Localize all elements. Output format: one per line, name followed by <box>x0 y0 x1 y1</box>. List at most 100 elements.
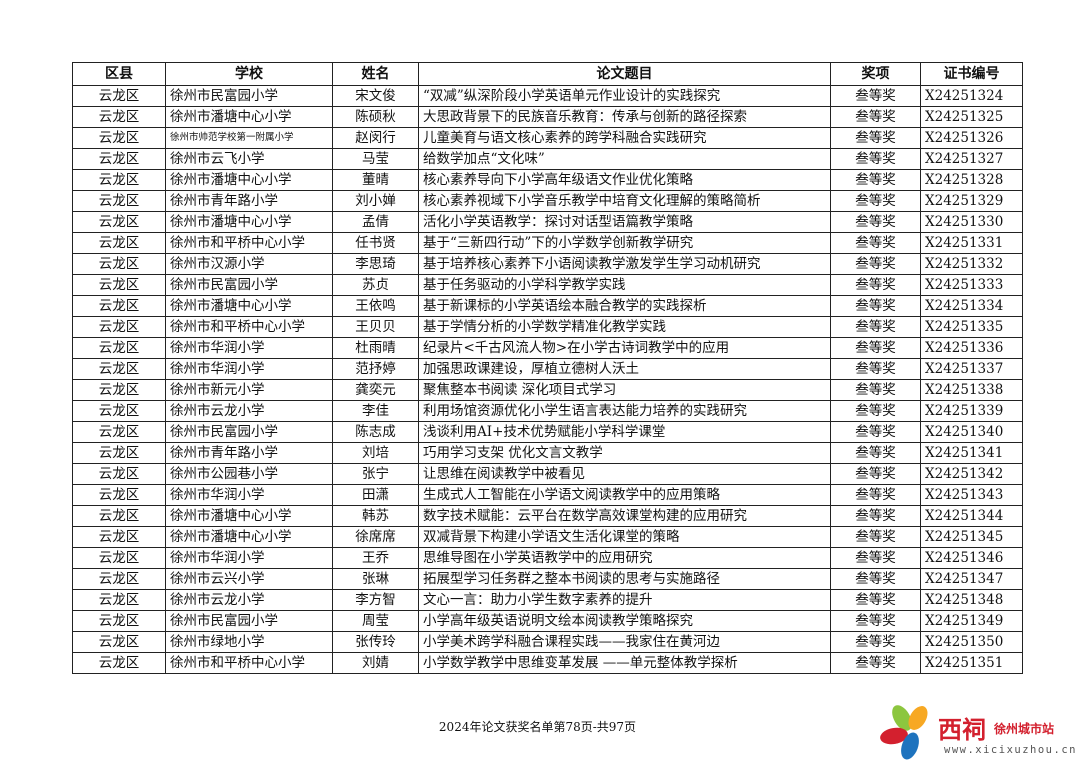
table-row: 云龙区 徐州市民富园小学 陈志成 浅谈利用AI+技术优势赋能小学科学课堂 叁等奖 X242… <box>72 421 1023 443</box>
table-header-row: 区县 学校 姓名 论文题目 奖项 证书编号 <box>72 62 1023 86</box>
table-row: 云龙区 徐州市华润小学 杜雨晴 纪录片<千古风流人物>在小学古诗词教学中的应用 叁等奖 X… <box>72 337 1023 359</box>
title-cell: 加强思政课建设，厚植立德树人沃土 <box>418 358 831 380</box>
name-cell: 孟倩 <box>332 211 419 233</box>
table-row: 云龙区 徐州市帅范学校第一附属小学 赵闵行 儿童美育与语文核心素养的跨学科融合实践研究… <box>72 127 1023 149</box>
district-cell: 云龙区 <box>72 190 166 212</box>
title-cell: 给数学加点“文化味” <box>418 148 831 170</box>
name-cell: 张传玲 <box>332 631 419 653</box>
title-cell: 活化小学英语教学：探讨对话型语篇教学策略 <box>418 211 831 233</box>
certificate-cell: X24251337 <box>920 358 1023 380</box>
certificate-cell: X24251330 <box>920 211 1023 233</box>
table-row: 云龙区 徐州市潘塘中心小学 徐席席 双减背景下构建小学语文生活化课堂的策略 叁等奖 X24… <box>72 526 1023 548</box>
name-cell: 韩苏 <box>332 505 419 527</box>
certificate-cell: X24251344 <box>920 505 1023 527</box>
certificate-cell: X24251346 <box>920 547 1023 569</box>
award-cell: 叁等奖 <box>830 526 921 548</box>
district-cell: 云龙区 <box>72 463 166 485</box>
award-cell: 叁等奖 <box>830 652 921 674</box>
school-cell: 徐州市云龙小学 <box>165 400 333 422</box>
table-row: 云龙区 徐州市潘塘中心小学 董晴 核心素养导向下小学高年级语文作业优化策略 叁等奖 X24… <box>72 169 1023 191</box>
table-row: 云龙区 徐州市民富园小学 宋文俊 “双减”纵深阶段小学英语单元作业设计的实践探究 叁等奖… <box>72 85 1023 107</box>
title-cell: 数字技术赋能：云平台在数学高效课堂构建的应用研究 <box>418 505 831 527</box>
award-cell: 叁等奖 <box>830 190 921 212</box>
school-cell: 徐州市民富园小学 <box>165 421 333 443</box>
certificate-cell: X24251325 <box>920 106 1023 128</box>
column-header: 区县 <box>72 62 166 86</box>
title-cell: 基于培养核心素养下小语阅读教学激发学生学习动机研究 <box>418 253 831 275</box>
table-row: 云龙区 徐州市华润小学 范抒婷 加强思政课建设，厚植立德树人沃土 叁等奖 X2425133… <box>72 358 1023 380</box>
district-cell: 云龙区 <box>72 295 166 317</box>
certificate-cell: X24251345 <box>920 526 1023 548</box>
school-cell: 徐州市新元小学 <box>165 379 333 401</box>
district-cell: 云龙区 <box>72 442 166 464</box>
name-cell: 张琳 <box>332 568 419 590</box>
school-cell: 徐州市华润小学 <box>165 358 333 380</box>
title-cell: 聚焦整本书阅读 深化项目式学习 <box>418 379 831 401</box>
school-cell: 徐州市潘塘中心小学 <box>165 505 333 527</box>
school-cell: 徐州市和平桥中心小学 <box>165 316 333 338</box>
title-cell: 基于“三新四行动”下的小学数学创新教学研究 <box>418 232 831 254</box>
title-cell: 儿童美育与语文核心素养的跨学科融合实践研究 <box>418 127 831 149</box>
title-cell: 文心一言：助力小学生数字素养的提升 <box>418 589 831 611</box>
table-row: 云龙区 徐州市和平桥中心小学 任书贤 基于“三新四行动”下的小学数学创新教学研究 叁等奖… <box>72 232 1023 254</box>
name-cell: 张宁 <box>332 463 419 485</box>
certificate-cell: X24251351 <box>920 652 1023 674</box>
title-cell: 核心素养视域下小学音乐教学中培育文化理解的策略简析 <box>418 190 831 212</box>
name-cell: 董晴 <box>332 169 419 191</box>
name-cell: 任书贤 <box>332 232 419 254</box>
name-cell: 李思琦 <box>332 253 419 275</box>
name-cell: 王贝贝 <box>332 316 419 338</box>
title-cell: 巧用学习支架 优化文言文教学 <box>418 442 831 464</box>
certificate-cell: X24251343 <box>920 484 1023 506</box>
table-row: 云龙区 徐州市潘塘中心小学 王依鸣 基于新课标的小学英语绘本融合教学的实践探析 叁等奖 X… <box>72 295 1023 317</box>
award-cell: 叁等奖 <box>830 610 921 632</box>
certificate-cell: X24251348 <box>920 589 1023 611</box>
certificate-cell: X24251324 <box>920 85 1023 107</box>
school-cell: 徐州市华润小学 <box>165 484 333 506</box>
district-cell: 云龙区 <box>72 589 166 611</box>
district-cell: 云龙区 <box>72 316 166 338</box>
award-cell: 叁等奖 <box>830 379 921 401</box>
award-cell: 叁等奖 <box>830 85 921 107</box>
award-cell: 叁等奖 <box>830 631 921 653</box>
certificate-cell: X24251332 <box>920 253 1023 275</box>
school-cell: 徐州市和平桥中心小学 <box>165 232 333 254</box>
name-cell: 赵闵行 <box>332 127 419 149</box>
district-cell: 云龙区 <box>72 337 166 359</box>
district-cell: 云龙区 <box>72 232 166 254</box>
name-cell: 刘小婵 <box>332 190 419 212</box>
award-cell: 叁等奖 <box>830 358 921 380</box>
table-row: 云龙区 徐州市华润小学 田潇 生成式人工智能在小学语文阅读教学中的应用策略 叁等奖 X24… <box>72 484 1023 506</box>
title-cell: 小学美术跨学科融合课程实践——我家住在黄河边 <box>418 631 831 653</box>
school-cell: 徐州市潘塘中心小学 <box>165 526 333 548</box>
district-cell: 云龙区 <box>72 421 166 443</box>
district-cell: 云龙区 <box>72 211 166 233</box>
district-cell: 云龙区 <box>72 127 166 149</box>
school-cell: 徐州市潘塘中心小学 <box>165 106 333 128</box>
award-cell: 叁等奖 <box>830 316 921 338</box>
name-cell: 马莹 <box>332 148 419 170</box>
table-row: 云龙区 徐州市民富园小学 周莹 小学高年级英语说明文绘本阅读教学策略探究 叁等奖 X242… <box>72 610 1023 632</box>
school-cell: 徐州市华润小学 <box>165 337 333 359</box>
district-cell: 云龙区 <box>72 652 166 674</box>
title-cell: 让思维在阅读教学中被看见 <box>418 463 831 485</box>
award-cell: 叁等奖 <box>830 106 921 128</box>
table-row: 云龙区 徐州市汉源小学 李思琦 基于培养核心素养下小语阅读教学激发学生学习动机研究 叁等… <box>72 253 1023 275</box>
award-cell: 叁等奖 <box>830 169 921 191</box>
certificate-cell: X24251329 <box>920 190 1023 212</box>
award-cell: 叁等奖 <box>830 211 921 233</box>
column-header: 学校 <box>165 62 333 86</box>
name-cell: 刘培 <box>332 442 419 464</box>
title-cell: 生成式人工智能在小学语文阅读教学中的应用策略 <box>418 484 831 506</box>
table-row: 云龙区 徐州市华润小学 王乔 思维导图在小学英语教学中的应用研究 叁等奖 X2425134… <box>72 547 1023 569</box>
title-cell: “双减”纵深阶段小学英语单元作业设计的实践探究 <box>418 85 831 107</box>
title-cell: 思维导图在小学英语教学中的应用研究 <box>418 547 831 569</box>
name-cell: 龚奕元 <box>332 379 419 401</box>
district-cell: 云龙区 <box>72 484 166 506</box>
certificate-cell: X24251340 <box>920 421 1023 443</box>
school-cell: 徐州市青年路小学 <box>165 190 333 212</box>
award-cell: 叁等奖 <box>830 568 921 590</box>
certificate-cell: X24251350 <box>920 631 1023 653</box>
table-row: 云龙区 徐州市青年路小学 刘小婵 核心素养视域下小学音乐教学中培育文化理解的策略简析叁… <box>72 190 1023 212</box>
award-cell: 叁等奖 <box>830 442 921 464</box>
